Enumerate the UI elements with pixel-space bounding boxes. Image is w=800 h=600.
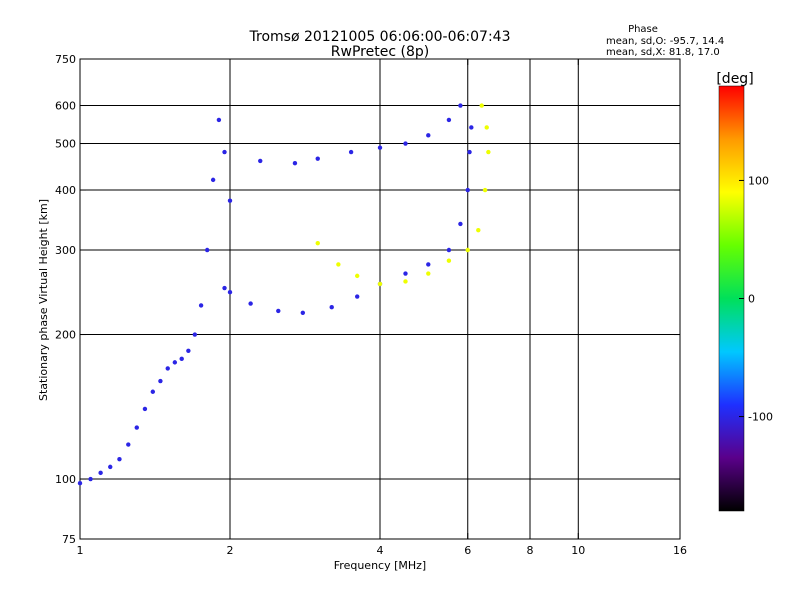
axis-ticks [79, 58, 681, 540]
data-point [88, 476, 93, 482]
chart-title: Tromsø 20121005 06:06:00-06:07:43 [249, 29, 511, 45]
data-point [458, 221, 463, 227]
data-point [486, 149, 491, 155]
data-point [222, 285, 227, 291]
data-point [354, 294, 360, 299]
data-point [484, 125, 489, 130]
data-point [446, 247, 452, 253]
data-point [403, 141, 408, 146]
data-point [377, 281, 383, 287]
y-tick-label: 400 [55, 184, 76, 197]
data-point [426, 271, 431, 276]
colorbar-ticks: 100 0 -100 [739, 174, 773, 424]
data-point [150, 389, 156, 394]
x-tick-label: 2 [227, 544, 234, 557]
x-tick-label: 8 [527, 544, 534, 557]
data-point [476, 227, 481, 233]
data-point [227, 198, 233, 203]
data-point [248, 301, 253, 306]
data-point [117, 456, 122, 462]
data-point [465, 187, 470, 193]
data-point [227, 290, 233, 295]
data-point [482, 187, 488, 193]
stats-title: Phase [628, 24, 658, 35]
data-point [134, 425, 139, 430]
data-point [315, 156, 320, 161]
y-tick-label: 200 [55, 329, 76, 342]
data-point [172, 360, 178, 365]
data-point [158, 378, 163, 384]
data-point [403, 271, 408, 276]
data-point [465, 247, 470, 253]
data-point [77, 481, 83, 486]
data-point [329, 305, 334, 310]
data-point [377, 145, 383, 150]
data-point [469, 125, 474, 130]
data-points [77, 103, 491, 486]
y-tick-label: 75 [62, 533, 76, 546]
data-point [258, 158, 263, 164]
data-point [467, 149, 472, 155]
data-point [210, 177, 216, 183]
data-point [446, 258, 452, 263]
data-point [336, 262, 341, 267]
grid-lines [80, 59, 680, 539]
data-point [354, 273, 360, 279]
data-point [204, 247, 210, 253]
y-tick-label: 500 [55, 138, 76, 151]
stats-line-o: mean, sd,O: -95.7, 14.4 [606, 36, 724, 47]
data-point [300, 310, 306, 315]
data-point [446, 117, 452, 123]
tick-labels: 1 2 4 6 8 10 16 75 100 200 300 400 500 600 750 [55, 53, 687, 557]
data-point [479, 103, 484, 108]
data-point [179, 356, 184, 362]
x-tick-label: 6 [464, 544, 471, 557]
y-tick-label: 600 [55, 100, 76, 113]
data-point [348, 149, 354, 155]
x-tick-label: 16 [673, 544, 687, 557]
data-point [403, 279, 408, 284]
data-point [192, 332, 198, 337]
colorbar-tick-label: -100 [748, 411, 773, 424]
data-point [142, 406, 148, 412]
data-point [292, 160, 298, 166]
data-point [222, 149, 227, 155]
colorbar-tick-label: 0 [748, 293, 755, 306]
data-point [186, 348, 191, 353]
data-point [165, 366, 170, 371]
y-tick-label: 750 [55, 53, 76, 66]
x-tick-label: 4 [377, 544, 384, 557]
x-tick-label: 10 [571, 544, 585, 557]
y-tick-label: 100 [55, 473, 76, 486]
stats-line-x: mean, sd,X: 81.8, 17.0 [606, 47, 720, 58]
data-point [216, 117, 222, 123]
data-point [426, 133, 431, 138]
chart-subtitle: RwPretec (8p) [331, 44, 429, 60]
data-point [126, 442, 131, 447]
data-point [458, 103, 463, 108]
x-axis-label: Frequency [MHz] [334, 559, 426, 572]
data-point [315, 240, 320, 246]
data-point [426, 262, 431, 267]
data-point [98, 470, 103, 476]
y-axis-label: Stationary phase Virtual Height [km] [37, 199, 50, 401]
data-point [198, 303, 204, 308]
colorbar-tick-label: 100 [748, 174, 769, 187]
y-tick-label: 300 [55, 244, 76, 257]
data-point [276, 308, 281, 314]
colorbar-label: [deg] [716, 71, 753, 87]
x-tick-label: 1 [77, 544, 84, 557]
data-point [108, 464, 113, 470]
